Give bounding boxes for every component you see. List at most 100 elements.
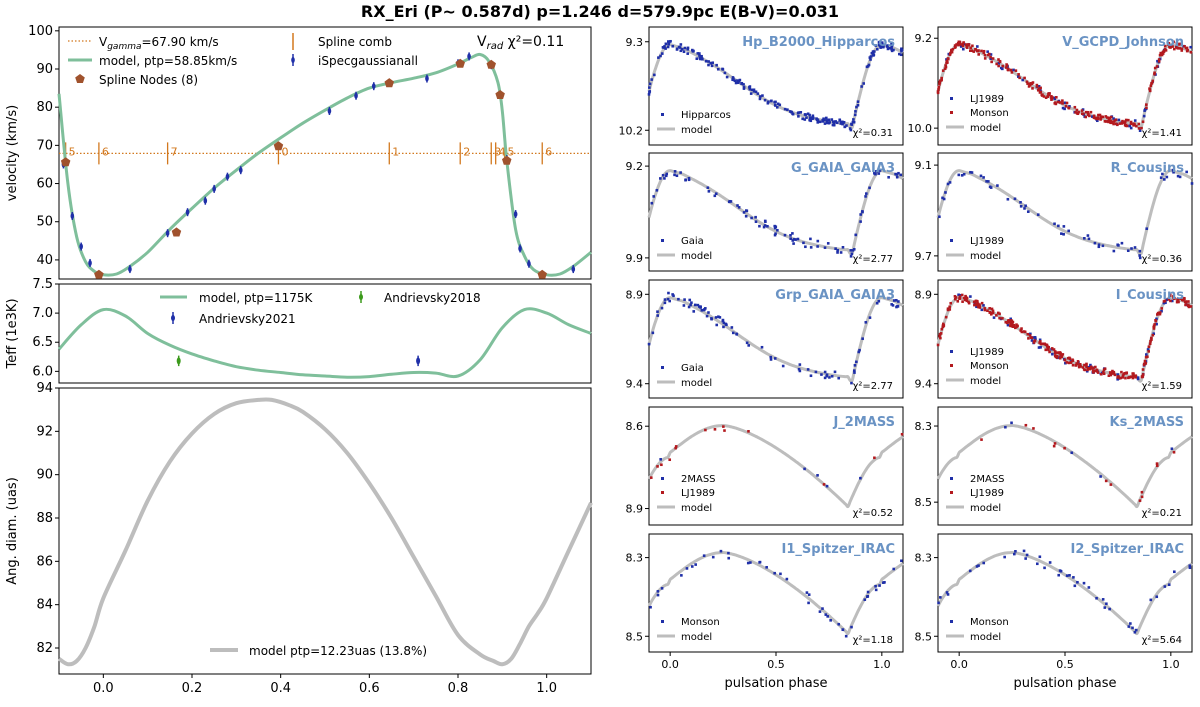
phot-Hp-data-point — [878, 44, 882, 48]
velocity-data-point — [238, 167, 243, 174]
phot-G-data-point — [834, 247, 837, 250]
phot-I2-data-point — [1022, 549, 1026, 553]
phot-V-data-point — [1176, 46, 1179, 50]
phot-I-data-point — [1029, 336, 1033, 339]
phot-Grp-data-point — [825, 374, 828, 378]
phot-I1-data-point — [727, 551, 730, 555]
phot-Hp-data-point — [679, 43, 683, 46]
phot-V-data-point — [1172, 40, 1175, 44]
phot-Hp-data-point — [723, 71, 727, 75]
velocity-data-point — [70, 213, 75, 219]
phot-I-data-point — [1051, 352, 1054, 356]
phot-I-data-point — [1145, 353, 1148, 356]
phot-V-data-point — [987, 52, 991, 56]
phot-V-data-point — [1137, 127, 1141, 130]
phot-V-data-point — [1040, 93, 1044, 97]
diameter-model-line — [57, 397, 593, 667]
phot-I2-data-point — [982, 561, 986, 565]
spline-comb-label: 2 — [463, 145, 470, 158]
velocity-data-point — [88, 259, 92, 266]
phot-I2-data-point — [945, 591, 949, 594]
phot-V-data-point — [1141, 120, 1145, 124]
phot-Hp-data-point — [698, 52, 701, 55]
diameter-ylabel: Ang. diam. (uas) — [5, 477, 20, 585]
phot-V-data-point — [1009, 68, 1013, 72]
phot-G-data-point — [729, 200, 733, 203]
phot-I-data-point — [1176, 297, 1180, 301]
phot-I1-data-point — [746, 561, 750, 565]
phot-I-data-point — [948, 308, 952, 311]
phot-Grp-data-point — [895, 298, 898, 302]
phot-V-ytick-label: 10.0 — [908, 122, 933, 135]
phot-R-data-point — [938, 215, 941, 219]
phot-V-data-point — [1157, 58, 1161, 61]
phot-Grp-data-point — [875, 301, 879, 305]
phot-Grp-data-point — [700, 308, 704, 312]
phot-V-data-point — [946, 57, 950, 60]
phot-Ks-data-point — [1099, 475, 1102, 478]
phot-J-data-point — [660, 463, 663, 467]
phot-G-data-point — [868, 186, 871, 190]
phot-Hp-data-point — [773, 103, 777, 107]
phot-I-data-point — [1011, 320, 1015, 324]
phot-I-data-point — [978, 305, 982, 308]
phot-I-data-point — [1094, 365, 1097, 369]
phot-I-data-point — [1085, 365, 1088, 368]
phot-R-legend-model-label: model — [970, 251, 1001, 262]
phot-Grp-ytick-label: 8.9 — [626, 288, 644, 301]
phot-Ks-data-point — [1070, 451, 1074, 455]
phot-I2-data-point — [1163, 585, 1167, 588]
phot-I2-data-point — [1072, 576, 1075, 579]
velocity-data-point — [425, 75, 429, 82]
phot-I2-data-point — [1076, 580, 1079, 584]
phot-Ks-data-point — [980, 438, 983, 441]
phot-V-data-point — [965, 45, 969, 49]
phot-Grp-data-point — [702, 308, 706, 312]
phot-Hp-data-point — [721, 68, 725, 71]
phot-I-data-point — [1131, 376, 1135, 380]
phot-Hp-data-point — [761, 94, 764, 97]
phot-G-data-point — [766, 224, 769, 228]
phot-V-data-point — [997, 61, 1001, 65]
spline-node — [60, 157, 71, 167]
phot-Grp-data-point — [814, 370, 818, 374]
velocity-data-point — [185, 209, 190, 216]
phot-Hp-data-point — [828, 121, 832, 124]
phot-Hp-data-point — [736, 81, 740, 85]
phot-G-data-point — [841, 245, 845, 249]
phot-G-data-point — [742, 211, 746, 214]
phot-V-data-point — [983, 53, 987, 57]
phot-G-data-point — [763, 224, 767, 227]
phot-Ks-legend-swatch — [950, 477, 953, 480]
diameter-xtick-label: 0.4 — [270, 681, 291, 696]
legend-nodes-swatch — [75, 74, 85, 83]
phot-G-data-point — [859, 213, 862, 216]
phot-I-data-point — [1027, 337, 1030, 340]
phot-I1-data-point — [837, 622, 841, 626]
phot-I-ytick-label: 8.9 — [915, 288, 933, 301]
phot-V-data-point — [1163, 47, 1167, 51]
phot-I-data-point — [1067, 361, 1071, 365]
phot-I-data-point — [1152, 324, 1156, 328]
phot-I-legend-model-label: model — [970, 376, 1001, 387]
phot-Hp-data-point — [822, 117, 825, 121]
phot-Hp-data-point — [872, 54, 875, 57]
phot-I-data-point — [1152, 332, 1156, 335]
phot-Hp-data-point — [816, 119, 820, 122]
phot-I-data-point — [982, 304, 985, 307]
phot-V-data-point — [1028, 82, 1031, 86]
teff-legend-a2018-swatch — [359, 294, 363, 300]
phot-I1-xtick-label: 0.0 — [661, 658, 679, 671]
phot-I-data-point — [1071, 363, 1075, 367]
phot-Hp-data-point — [826, 121, 829, 125]
phot-I-data-point — [956, 300, 960, 303]
phot-V-data-point — [1132, 122, 1136, 126]
phot-I2-data-point — [1167, 583, 1171, 587]
phot-I-data-point — [938, 334, 941, 338]
phot-V-data-point — [1143, 108, 1147, 111]
teff-model-line — [57, 307, 592, 379]
phot-I-data-point — [1116, 377, 1120, 381]
phot-I-data-point — [1089, 363, 1092, 367]
phot-R-data-point — [1062, 225, 1066, 228]
velocity-data-point — [79, 243, 83, 250]
